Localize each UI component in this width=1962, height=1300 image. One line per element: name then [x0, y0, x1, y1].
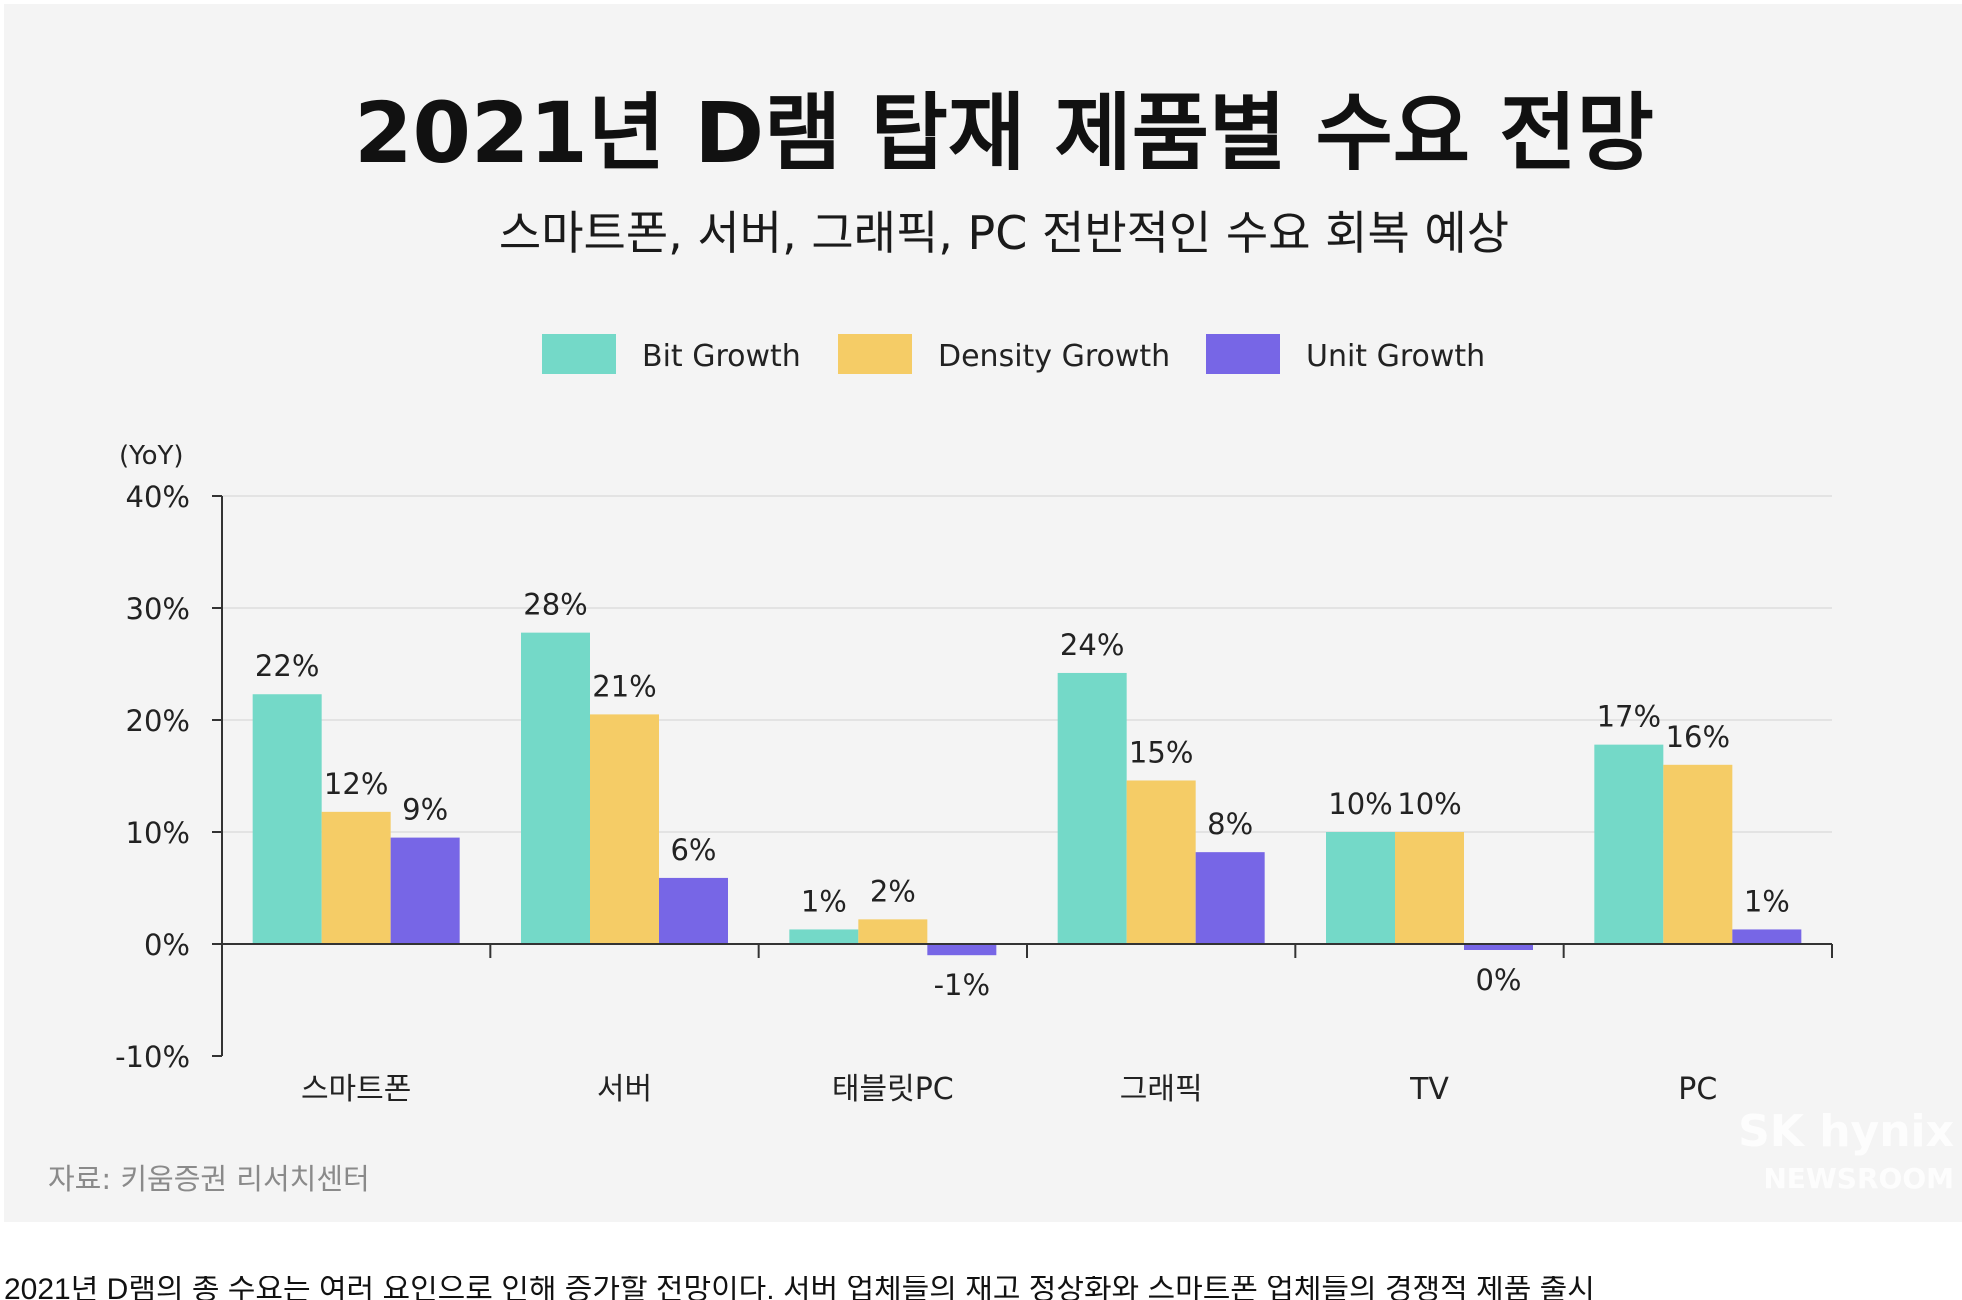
- data-label-1-3: 15%: [1129, 735, 1193, 769]
- bar-0-5: [1594, 744, 1664, 944]
- data-label-2-3: 8%: [1207, 807, 1253, 841]
- data-label-0-2: 1%: [801, 884, 847, 918]
- chart-title: 2021년 D램 탑재 제품별 수요 전망: [354, 84, 1654, 182]
- bar-0-4: [1326, 832, 1395, 944]
- y-tick-label: 20%: [126, 704, 190, 738]
- bar-0-3: [1057, 672, 1127, 944]
- y-tick-label: 10%: [126, 816, 190, 850]
- data-label-1-0: 12%: [324, 767, 388, 801]
- x-label-3: 그래픽: [1120, 1072, 1203, 1107]
- data-label-0-4: 10%: [1328, 787, 1392, 821]
- legend: Bit Growth Density Growth Unit Growth: [542, 334, 1485, 374]
- legend-swatch-1: [838, 334, 912, 374]
- bar-0-0: [252, 694, 322, 944]
- bar-2-5: [1732, 929, 1802, 944]
- axes: [221, 496, 1833, 1056]
- data-label-1-4: 10%: [1397, 787, 1461, 821]
- data-label-2-4: 0%: [1475, 963, 1521, 997]
- data-label-0-0: 22%: [255, 649, 319, 683]
- x-label-5: PC: [1678, 1072, 1717, 1107]
- y-tick-label: 40%: [126, 480, 190, 514]
- data-label-0-3: 24%: [1060, 628, 1124, 662]
- data-label-1-2: 2%: [870, 874, 916, 908]
- data-label-0-1: 28%: [523, 588, 587, 622]
- chart-subtitle: 스마트폰, 서버, 그래픽, PC 전반적인 수요 회복 예상: [499, 206, 1509, 260]
- x-axis-labels: 스마트폰 서버 태블릿PC 그래픽 TV PC: [301, 1072, 1717, 1107]
- grid-lines: [222, 495, 1832, 833]
- article-text: 2021년 D램의 총 수요는 여러 요인으로 인해 증가할 전망이다. 서버 …: [4, 1276, 1958, 1300]
- watermark-brand: SK hynix: [1738, 1106, 1954, 1157]
- bar-0-1: [521, 632, 590, 944]
- y-axis-ticks: -10% 0% 10% 20% 30% 40%: [115, 480, 222, 1074]
- bar-1-1: [590, 714, 659, 944]
- bar-2-1: [659, 877, 728, 944]
- x-label-4: TV: [1409, 1072, 1449, 1107]
- bars: [252, 632, 1802, 956]
- bar-2-3: [1195, 852, 1265, 944]
- bar-1-3: [1126, 780, 1196, 944]
- data-labels: 22% 12% 9% 28% 21% 6% 1% 2% -1% 24% 15% 8% 10% 10% 0% 1…: [255, 588, 1790, 1003]
- watermark-logo: SK hynix NEWSROOM: [1738, 1106, 1954, 1195]
- legend-swatch-0: [542, 334, 616, 374]
- bar-2-0: [390, 837, 460, 944]
- x-label-2: 태블릿PC: [832, 1072, 954, 1107]
- legend-label-2: Unit Growth: [1306, 339, 1485, 374]
- chart-svg: 2021년 D램 탑재 제품별 수요 전망 스마트폰, 서버, 그래픽, PC …: [48, 84, 1954, 1196]
- article-paragraph: 2021년 D램의 총 수요는 여러 요인으로 인해 증가할 전망이다. 서버 …: [4, 1276, 1595, 1300]
- legend-swatch-2: [1206, 334, 1280, 374]
- data-label-2-0: 9%: [402, 793, 448, 827]
- x-label-1: 서버: [597, 1072, 652, 1107]
- bar-1-4: [1395, 832, 1464, 944]
- data-label-1-1: 21%: [592, 669, 656, 703]
- data-label-2-2: -1%: [934, 968, 990, 1002]
- bar-1-2: [858, 919, 928, 944]
- legend-label-0: Bit Growth: [642, 339, 801, 374]
- y-tick-label: 30%: [126, 592, 190, 626]
- bar-1-0: [321, 811, 391, 944]
- watermark-sub: NEWSROOM: [1763, 1162, 1954, 1195]
- y-tick-label: -10%: [115, 1040, 190, 1074]
- bar-1-5: [1663, 764, 1733, 944]
- legend-label-1: Density Growth: [938, 339, 1170, 374]
- data-label-2-5: 1%: [1744, 884, 1790, 918]
- source-note: 자료: 키움증권 리서치센터: [48, 1162, 370, 1196]
- y-tick-label: 0%: [144, 928, 190, 962]
- bar-0-2: [789, 929, 859, 944]
- y-axis-label: (YoY): [119, 441, 184, 471]
- data-label-0-5: 17%: [1597, 700, 1661, 734]
- data-label-2-1: 6%: [670, 833, 716, 867]
- chart-card: 2021년 D램 탑재 제품별 수요 전망 스마트폰, 서버, 그래픽, PC …: [4, 4, 1962, 1222]
- bar-2-4: [1464, 944, 1533, 950]
- bar-2-2: [927, 944, 997, 956]
- x-label-0: 스마트폰: [301, 1072, 411, 1107]
- data-label-1-5: 16%: [1666, 720, 1730, 754]
